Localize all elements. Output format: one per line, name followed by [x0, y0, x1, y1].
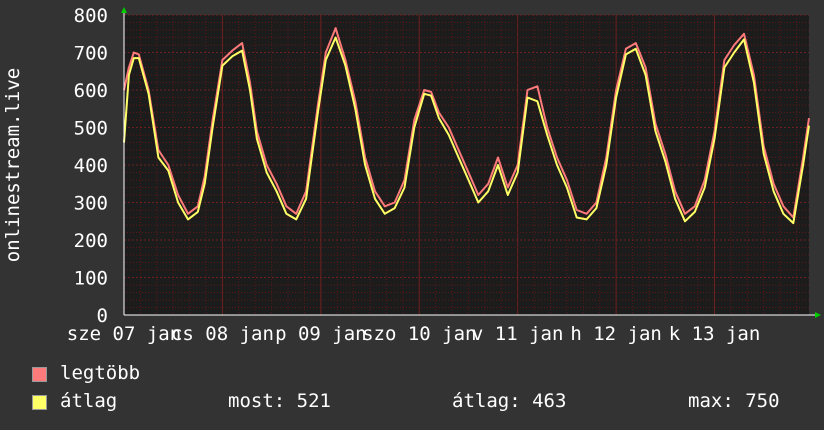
stat-atlag-label: átlag:	[452, 390, 521, 412]
stat-max-label: max:	[688, 390, 734, 412]
x-tick-label: szo 10 jan	[362, 323, 476, 345]
stat-atlag: átlag: 463	[452, 390, 566, 412]
legtobb-swatch	[32, 367, 47, 382]
series-line-atlag	[123, 36, 810, 225]
x-tick-label: cs 08 jan	[171, 323, 274, 345]
stat-most-label: most:	[228, 390, 286, 412]
x-tick-label: sze 07 jan	[67, 323, 181, 345]
stat-most-value: 521	[296, 390, 331, 412]
stat-max-value: 750	[745, 390, 780, 412]
y-tick-label: 400	[74, 155, 108, 177]
axes	[121, 7, 821, 318]
y-tick-label: 700	[74, 43, 108, 65]
y-axis-label: onlinestream.live	[2, 68, 24, 262]
y-tick-labels: 0 100 200 300 400 500 600 700 800	[74, 5, 108, 327]
y-axis-arrow-icon	[121, 7, 127, 13]
x-tick-label: h 12 jan	[570, 323, 662, 345]
series-layer	[123, 27, 810, 225]
legend-label-atlag: átlag	[60, 390, 118, 412]
legend-item-legtobb: legtöbb	[32, 362, 812, 390]
x-tick-label: k 13 jan	[669, 323, 761, 345]
series-line-legtobb	[123, 27, 810, 219]
y-tick-label: 800	[74, 5, 108, 27]
x-tick-label: p 09 jan	[275, 323, 367, 345]
y-tick-label: 200	[74, 230, 108, 252]
x-tick-label: v 11 jan	[472, 323, 564, 345]
y-tick-label: 300	[74, 193, 108, 215]
y-tick-label: 100	[74, 268, 108, 290]
legend-item-atlag: átlag most: 521 átlag: 463 max: 750	[32, 390, 812, 418]
y-tick-label: 0	[97, 305, 108, 327]
legend: legtöbb átlag most: 521 átlag: 463 max: …	[32, 362, 812, 418]
legend-label-legtobb: legtöbb	[60, 362, 141, 384]
atlag-swatch	[32, 395, 47, 410]
plot-area	[124, 15, 809, 315]
y-tick-label: 600	[74, 80, 108, 102]
stat-max: max: 750	[688, 390, 780, 412]
x-axis-arrow-icon	[815, 312, 821, 318]
stat-most: most: 521	[228, 390, 331, 412]
grid	[123, 14, 809, 316]
y-tick-label: 500	[74, 118, 108, 140]
stat-atlag-value: 463	[532, 390, 567, 412]
